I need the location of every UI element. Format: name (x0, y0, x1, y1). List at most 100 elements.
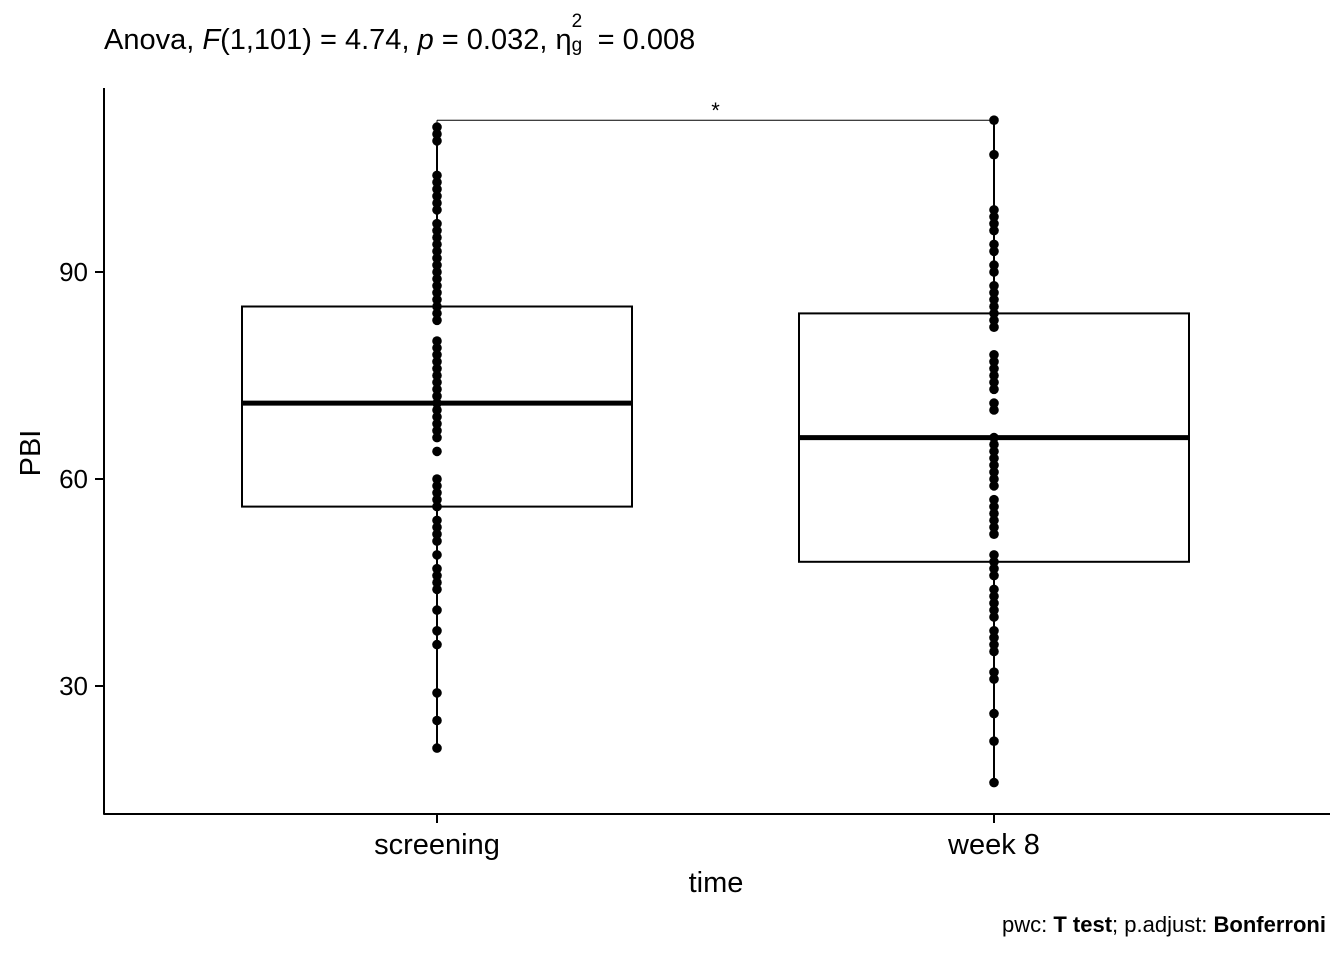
data-point (432, 136, 442, 146)
data-point (989, 281, 999, 291)
data-point (432, 191, 442, 201)
data-point (989, 522, 999, 533)
data-point (432, 522, 442, 533)
data-point (989, 626, 999, 636)
data-point (432, 198, 442, 208)
title-p-value: = 0.032, (433, 24, 556, 56)
data-point (989, 218, 999, 229)
data-point (432, 129, 442, 139)
data-point (989, 439, 999, 450)
data-point (989, 639, 999, 650)
data-point (989, 508, 999, 519)
data-point (432, 350, 442, 360)
data-point (989, 674, 999, 684)
x-axis-label: time (689, 867, 744, 899)
data-point (432, 432, 442, 443)
data-point (432, 584, 442, 595)
data-point (989, 550, 999, 560)
data-point (432, 688, 442, 698)
data-point (432, 343, 442, 353)
data-point (989, 667, 999, 677)
caption-adjust-method: Bonferroni (1213, 912, 1326, 937)
data-point (989, 515, 999, 526)
chart-caption: pwc: T test; p.adjust: Bonferroni (1002, 912, 1326, 938)
data-point (432, 577, 442, 588)
data-point (432, 177, 442, 188)
data-point (989, 736, 999, 746)
data-point (989, 584, 999, 595)
data-point (989, 591, 999, 602)
axes: 30 60 90 screening week 8 (59, 88, 1330, 861)
data-point (989, 598, 999, 608)
data-point (989, 308, 999, 319)
data-point (432, 529, 442, 539)
data-points (432, 115, 999, 788)
data-point (432, 419, 442, 429)
data-point (432, 425, 442, 436)
title-f-symbol: F (202, 24, 221, 56)
data-point (989, 494, 999, 505)
y-axis-label: PBI (15, 430, 47, 477)
data-point (989, 212, 999, 222)
data-point (432, 287, 442, 298)
data-point (989, 632, 999, 643)
data-point (432, 515, 442, 526)
data-point (989, 315, 999, 326)
data-point (432, 184, 442, 194)
data-point (432, 218, 442, 229)
caption-pwc-label: pwc: (1001, 912, 1054, 937)
data-point (432, 494, 442, 505)
data-point (432, 246, 442, 257)
data-point (432, 301, 442, 312)
data-point (989, 350, 999, 360)
data-point (432, 605, 442, 615)
data-point (432, 122, 442, 132)
data-point (989, 301, 999, 312)
caption-adjust-label: ; p.adjust: (1112, 912, 1214, 937)
data-point (989, 225, 999, 236)
data-point (432, 356, 442, 367)
data-point (432, 336, 442, 346)
data-point (432, 501, 442, 512)
data-point (432, 377, 442, 388)
data-point (989, 777, 999, 788)
data-point (989, 563, 999, 574)
data-point (432, 715, 442, 726)
data-point (989, 205, 999, 215)
data-point (989, 322, 999, 333)
data-point (989, 398, 999, 408)
data-point (432, 639, 442, 650)
data-point (989, 460, 999, 471)
data-point (989, 467, 999, 477)
x-tick-label: screening (374, 829, 500, 861)
data-point (432, 481, 442, 491)
boxes (241, 120, 1190, 783)
title-eta-subscript: g (571, 35, 583, 56)
data-point (432, 412, 442, 422)
x-tick-label: week 8 (947, 829, 1040, 861)
data-point (989, 363, 999, 374)
data-point (432, 446, 442, 457)
data-point (432, 384, 442, 395)
data-point (432, 308, 442, 319)
title-eta-superscript: 2 (571, 11, 583, 32)
data-point (432, 274, 442, 284)
data-point (989, 481, 999, 491)
data-point (989, 370, 999, 381)
significance-label: * (711, 98, 720, 123)
data-point (989, 384, 999, 395)
data-point (432, 550, 442, 560)
data-point (989, 294, 999, 305)
data-point (432, 239, 442, 250)
data-point (432, 405, 442, 415)
data-point (989, 605, 999, 615)
data-point (432, 536, 442, 546)
data-point (432, 398, 442, 408)
data-point (432, 363, 442, 374)
data-point (989, 377, 999, 388)
data-point (989, 267, 999, 277)
data-point (432, 626, 442, 636)
